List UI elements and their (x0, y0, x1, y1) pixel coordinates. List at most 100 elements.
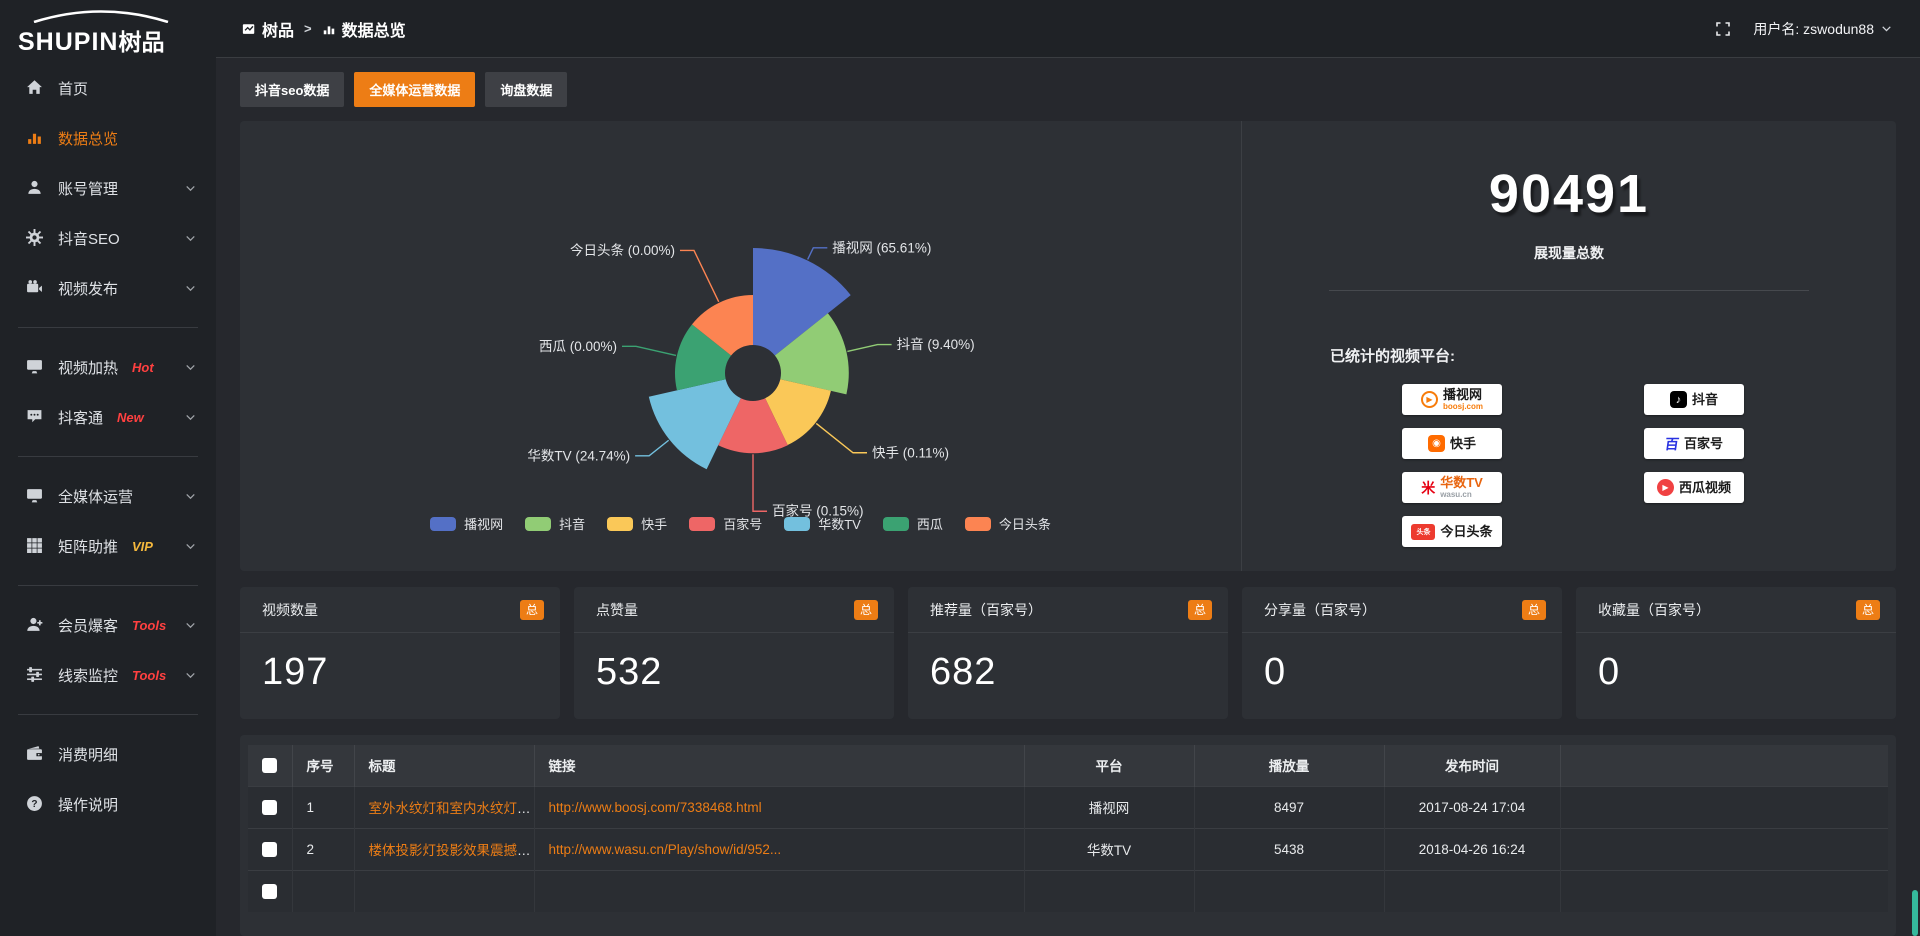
sidebar-item-抖音SEO[interactable]: 抖音SEO (0, 213, 216, 263)
row-checkbox[interactable] (262, 842, 278, 858)
sidebar-item-视频加热[interactable]: 视频加热 Hot (0, 342, 216, 392)
legend-item-西瓜[interactable]: 西瓜 (882, 514, 943, 533)
legend-swatch (607, 516, 634, 531)
rose-sector-华数TV[interactable] (648, 379, 741, 470)
label-line-播视网 (807, 247, 828, 260)
tab-抖音seo数据[interactable]: 抖音seo数据 (240, 72, 345, 107)
legend-item-快手[interactable]: 快手 (607, 514, 667, 533)
sidebar-item-抖客通[interactable]: 抖客通 New (0, 392, 216, 442)
sidebar-item-首页[interactable]: 首页 (0, 63, 216, 113)
sidebar-nav: 首页 数据总览 账号管理 抖音SEO 视频发布 视频加热 Hot 抖客通 New 全媒体运营 矩阵助… (0, 63, 216, 829)
legend-item-华数TV[interactable]: 华数TV (784, 514, 861, 533)
sidebar-item-label: 账号管理 (58, 180, 119, 198)
breadcrumb-item-home[interactable]: 树品 (242, 17, 294, 41)
sidebar-item-badge: Tools (132, 667, 167, 683)
sidebar-item-账号管理[interactable]: 账号管理 (0, 163, 216, 213)
rose-sector-今日头条[interactable] (692, 295, 753, 356)
video-title-link[interactable]: 室外水纹灯和室内水纹灯的区别和简介 (368, 801, 535, 817)
sidebar-item-线索监控[interactable]: 线索监控 Tools (0, 650, 216, 700)
sidebar-item-操作说明[interactable]: ? 操作说明 (0, 779, 216, 829)
platform-badge-西瓜视频: ▶ 西瓜视频 (1644, 472, 1744, 503)
legend-item-抖音[interactable]: 抖音 (525, 514, 585, 533)
scrollbar-thumb[interactable] (1912, 890, 1918, 936)
cell-platform: 华数TV (1023, 827, 1194, 871)
cell-plays: 8497 (1193, 785, 1384, 829)
stat-card-收藏量（百家号）: 收藏量（百家号） 总 0 (1576, 587, 1896, 720)
column-header-播放量: 播放量 (1193, 745, 1384, 787)
total-impressions-label: 展现量总数 (1534, 245, 1604, 261)
video-url-link[interactable]: http://www.wasu.cn/Play/show/id/952... (548, 841, 782, 857)
chevron-down-icon (185, 362, 196, 373)
sector-label-快手: 快手 (0.11%) (872, 445, 949, 460)
chevron-down-icon (185, 412, 196, 423)
video-title-link[interactable]: 楼体投影灯投影效果震撼上市 (368, 843, 535, 859)
sidebar-item-label: 首页 (58, 80, 89, 98)
label-line-西瓜 (622, 345, 677, 357)
stat-card-header: 分享量（百家号） 总 (1242, 587, 1562, 634)
sector-label-华数TV: 华数TV (24.74%) (527, 448, 630, 463)
video-url-link[interactable]: http://www.boosj.com/7338468.html (548, 799, 762, 815)
app-icon (242, 23, 255, 34)
tab-询盘数据[interactable]: 询盘数据 (485, 72, 568, 107)
brand-logo[interactable]: SHUPIN树品 (0, 0, 216, 63)
platform-badge-华数TV: 米华数TV wasu.cn (1402, 472, 1502, 503)
rose-sector-百家号[interactable] (718, 398, 788, 454)
stat-card-header: 点赞量 总 (574, 587, 894, 634)
sidebar-item-会员爆客[interactable]: 会员爆客 Tools (0, 600, 216, 650)
kuaishou-logo-icon: ◉ (1427, 435, 1445, 452)
legend-item-百家号[interactable]: 百家号 (689, 514, 762, 533)
platform-domain: wasu.cn (1440, 490, 1472, 499)
legend-label: 百家号 (723, 517, 763, 533)
chevron-down-icon (185, 541, 196, 552)
table-row: 2 楼体投影灯投影效果震撼上市 http://www.wasu.cn/Play/sh… (248, 827, 1888, 871)
stat-card-value: 0 (1264, 651, 1287, 694)
chat-icon (26, 408, 44, 426)
row-checkbox[interactable] (262, 800, 278, 816)
sidebar-item-消费明细[interactable]: 消费明细 (0, 729, 216, 779)
total-badge: 总 (1521, 599, 1546, 620)
rose-sector-抖音[interactable] (774, 313, 849, 395)
breadcrumb-label: 树品 (262, 22, 295, 40)
legend-swatch (430, 516, 457, 531)
legend-item-播视网[interactable]: 播视网 (430, 514, 503, 533)
wallet-icon (26, 745, 44, 763)
rose-sector-西瓜[interactable] (675, 324, 732, 391)
legend-label: 华数TV (818, 517, 861, 533)
sidebar-item-label: 矩阵助推 (58, 538, 119, 556)
sidebar-item-badge: Hot (132, 359, 154, 375)
sidebar-divider (18, 714, 198, 715)
fullscreen-icon[interactable] (1715, 21, 1731, 37)
stat-card-title: 分享量（百家号） (1264, 601, 1376, 618)
chart-legend: 播视网 抖音 快手 百家号 华数TV 西瓜 今日头条 (240, 514, 1241, 533)
cell-plays: 5438 (1193, 827, 1384, 871)
brand-name: SHUPIN树品 (18, 28, 165, 56)
row-checkbox[interactable] (262, 884, 278, 900)
label-line-快手 (815, 422, 868, 454)
sidebar-item-label: 视频加热 (58, 359, 119, 377)
sector-label-百家号: 百家号 (0.15%) (772, 503, 864, 519)
stat-card-header: 推荐量（百家号） 总 (908, 587, 1228, 634)
legend-item-今日头条[interactable]: 今日头条 (964, 514, 1051, 533)
sidebar-item-badge: New (117, 409, 144, 425)
tab-全媒体运营数据[interactable]: 全媒体运营数据 (354, 72, 476, 107)
breadcrumb-item-current[interactable]: 数据总览 (322, 17, 406, 41)
stat-card-视频数量: 视频数量 总 197 (240, 587, 560, 720)
sidebar-item-数据总览[interactable]: 数据总览 (0, 113, 216, 163)
sidebar-item-全媒体运营[interactable]: 全媒体运营 (0, 471, 216, 521)
sidebar-item-视频发布[interactable]: 视频发布 (0, 263, 216, 313)
sector-label-西瓜: 西瓜 (0.00%) (539, 339, 617, 354)
sector-label-抖音: 抖音 (9.40%) (897, 336, 975, 352)
rose-sector-快手[interactable] (765, 379, 831, 446)
legend-swatch (784, 516, 811, 531)
platform-badge-快手: ◉ 快手 (1402, 428, 1502, 459)
table-row-partial (248, 869, 1888, 913)
sector-label-播视网: 播视网 (65.61%) (832, 240, 931, 255)
platform-badge-grid: ▶ 播视网 boosj.com ♪ 抖音 ◉ 快手 百百家号米华数TV wasu.cn ▶ 西瓜视频… (1402, 384, 1896, 547)
rose-sector-播视网[interactable] (753, 248, 851, 356)
user-menu[interactable]: 用户名: zswodun88 (1753, 19, 1892, 39)
select-all-checkbox[interactable] (262, 758, 278, 774)
sidebar-item-矩阵助推[interactable]: 矩阵助推 VIP (0, 521, 216, 571)
total-badge: 总 (1187, 599, 1212, 620)
cell-empty (1559, 827, 1888, 871)
summary-divider (1329, 290, 1809, 291)
